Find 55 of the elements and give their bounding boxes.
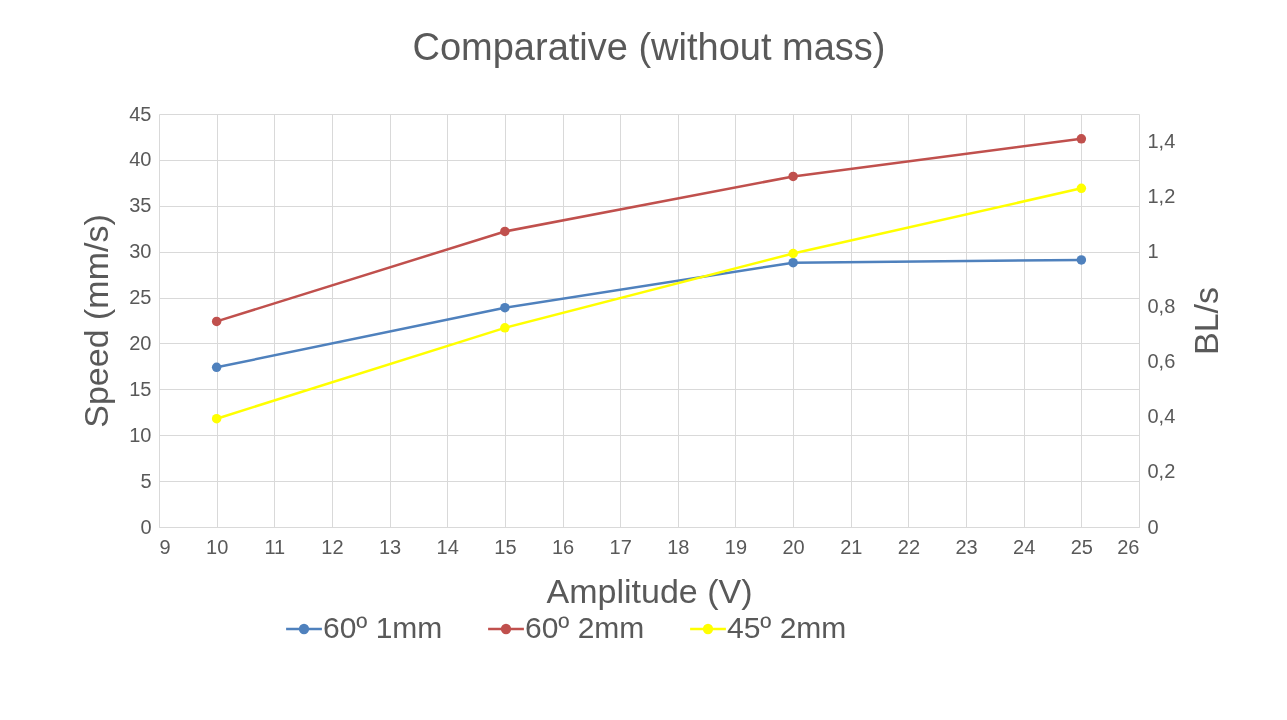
point [500, 323, 510, 333]
y2-tick-label: 0,6 [1147, 350, 1176, 373]
y-tick-label: 15 [129, 377, 152, 400]
point [788, 248, 798, 259]
point [1076, 183, 1087, 194]
point [500, 302, 510, 313]
y-axis-title: Speed (mm/s) [77, 214, 116, 428]
y2-tick-label: 0,8 [1147, 295, 1176, 318]
x-tick-label: 10 [206, 535, 229, 558]
point [211, 413, 222, 424]
x-tick-label: 19 [724, 535, 748, 558]
y-tick-label: 45 [129, 102, 152, 125]
x-tick-label: 11 [264, 535, 286, 558]
x-tick-label: 21 [840, 535, 863, 558]
point [788, 171, 798, 182]
point [788, 257, 798, 268]
y2-tick-label: 1,4 [1147, 130, 1176, 153]
y2-tick-label: 0,2 [1147, 460, 1176, 483]
y2-tick-label: 0 [1147, 515, 1159, 538]
x-tick-label: 20 [782, 535, 805, 558]
point [211, 362, 222, 373]
point [1076, 134, 1087, 144]
point [500, 226, 510, 237]
y-tick-label: 25 [129, 286, 152, 309]
y-tick-label: 20 [129, 331, 152, 354]
y-tick-label: 40 [129, 148, 152, 171]
x-tick-label: 25 [1070, 535, 1093, 558]
y-tick-label: 0 [140, 515, 152, 538]
legend-label: 60º 2mm [525, 611, 645, 644]
y-tick-label: 5 [140, 469, 152, 492]
x-tick-label: 14 [436, 535, 459, 558]
x-axis-title: Amplitude (V) [546, 571, 753, 610]
y2-tick-label: 0,4 [1147, 405, 1176, 428]
legend-label: 45º 2mm [727, 611, 847, 644]
legend-label: 60º 1mm [323, 611, 443, 644]
x-tick-label: 17 [609, 535, 632, 558]
x-tick-label: 12 [321, 535, 344, 558]
x-tick-label: 24 [1013, 535, 1036, 558]
x-tick-label: 15 [494, 535, 517, 558]
y2-tick-label: 1,2 [1147, 185, 1176, 208]
x-tick-label: 9 [159, 535, 171, 558]
y-tick-label: 10 [129, 423, 152, 446]
y2-tick-label: 1 [1147, 240, 1159, 263]
y-tick-label: 35 [129, 194, 152, 217]
y2-axis-title: BL/s [1187, 286, 1226, 356]
x-tick-label: 22 [897, 535, 921, 558]
x-tick-label: 26 [1117, 535, 1140, 558]
x-tick-label: 13 [378, 535, 402, 558]
x-tick-label: 23 [955, 535, 978, 558]
point [1076, 255, 1087, 265]
y-tick-label: 30 [129, 240, 152, 263]
x-tick-label: 18 [667, 535, 690, 558]
chart-title: Comparative (without mass) [412, 26, 886, 68]
x-tick-label: 16 [551, 535, 575, 558]
point [211, 316, 222, 327]
